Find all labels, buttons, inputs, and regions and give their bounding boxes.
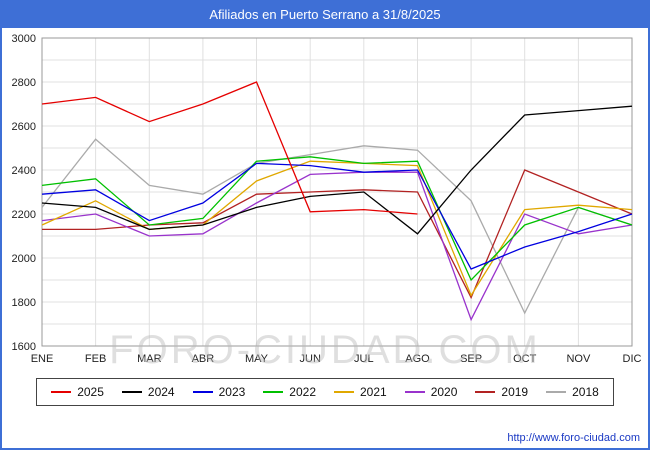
afiliados-line-chart: 1600 1800 2000 2200 2400 2600 2800 3000 ENE FEB MA…: [12, 33, 642, 365]
svg-text:FEB: FEB: [85, 353, 106, 365]
chart-legend: 2025 2024 2023 2022 2021 2020 2019 2018: [36, 378, 614, 406]
svg-text:JUL: JUL: [354, 353, 374, 365]
legend-item-2020: 2020: [404, 385, 458, 399]
svg-text:OCT: OCT: [513, 353, 537, 365]
svg-text:2000: 2000: [12, 253, 36, 265]
svg-text:1800: 1800: [12, 297, 36, 309]
legend-swatch-2018: [546, 391, 567, 393]
legend-swatch-2022: [263, 391, 284, 393]
svg-text:AGO: AGO: [405, 353, 430, 365]
legend-swatch-2025: [51, 391, 72, 393]
svg-text:2200: 2200: [12, 209, 36, 221]
svg-text:2600: 2600: [12, 121, 36, 133]
title-bar: Afiliados en Puerto Serrano a 31/8/2025: [2, 2, 648, 28]
svg-text:3000: 3000: [12, 33, 36, 45]
legend-item-2025: 2025: [51, 385, 104, 399]
legend-label-2024: 2024: [147, 385, 175, 399]
svg-text:MAY: MAY: [245, 353, 269, 365]
svg-text:ENE: ENE: [31, 353, 54, 365]
legend-item-2024: 2024: [121, 385, 175, 399]
svg-text:MAR: MAR: [137, 353, 162, 365]
legend-item-2022: 2022: [263, 385, 316, 399]
page-title: Afiliados en Puerto Serrano a 31/8/2025: [209, 7, 441, 22]
legend-label-2020: 2020: [430, 385, 458, 399]
legend-swatch-2021: [334, 391, 354, 393]
foro-ciudad-link[interactable]: http://www.foro-ciudad.com: [507, 432, 640, 444]
svg-text:ABR: ABR: [192, 353, 215, 365]
svg-text:JUN: JUN: [300, 353, 321, 365]
legend-item-2023: 2023: [192, 385, 246, 399]
svg-text:NOV: NOV: [566, 353, 591, 365]
svg-text:1600: 1600: [12, 341, 36, 353]
legend-label-2025: 2025: [77, 385, 104, 399]
svg-text:2400: 2400: [12, 165, 36, 177]
svg-text:DIC: DIC: [623, 353, 642, 365]
legend-swatch-2024: [121, 391, 142, 393]
legend-label-2023: 2023: [218, 385, 246, 399]
footer: http://www.foro-ciudad.com: [507, 432, 640, 444]
legend-item-2018: 2018: [546, 385, 599, 399]
legend-swatch-2019: [475, 391, 496, 393]
chart-area: 1600 1800 2000 2200 2400 2600 2800 3000 ENE FEB MA…: [2, 28, 648, 372]
svg-text:2800: 2800: [12, 77, 36, 89]
legend-label-2022: 2022: [289, 385, 316, 399]
legend-item-2021: 2021: [334, 385, 387, 399]
legend-label-2021: 2021: [360, 385, 387, 399]
legend-label-2019: 2019: [501, 385, 529, 399]
legend-label-2018: 2018: [572, 385, 599, 399]
legend-item-2019: 2019: [475, 385, 528, 399]
svg-text:SEP: SEP: [460, 353, 482, 365]
legend-swatch-2023: [192, 391, 213, 393]
legend-swatch-2020: [404, 391, 425, 393]
